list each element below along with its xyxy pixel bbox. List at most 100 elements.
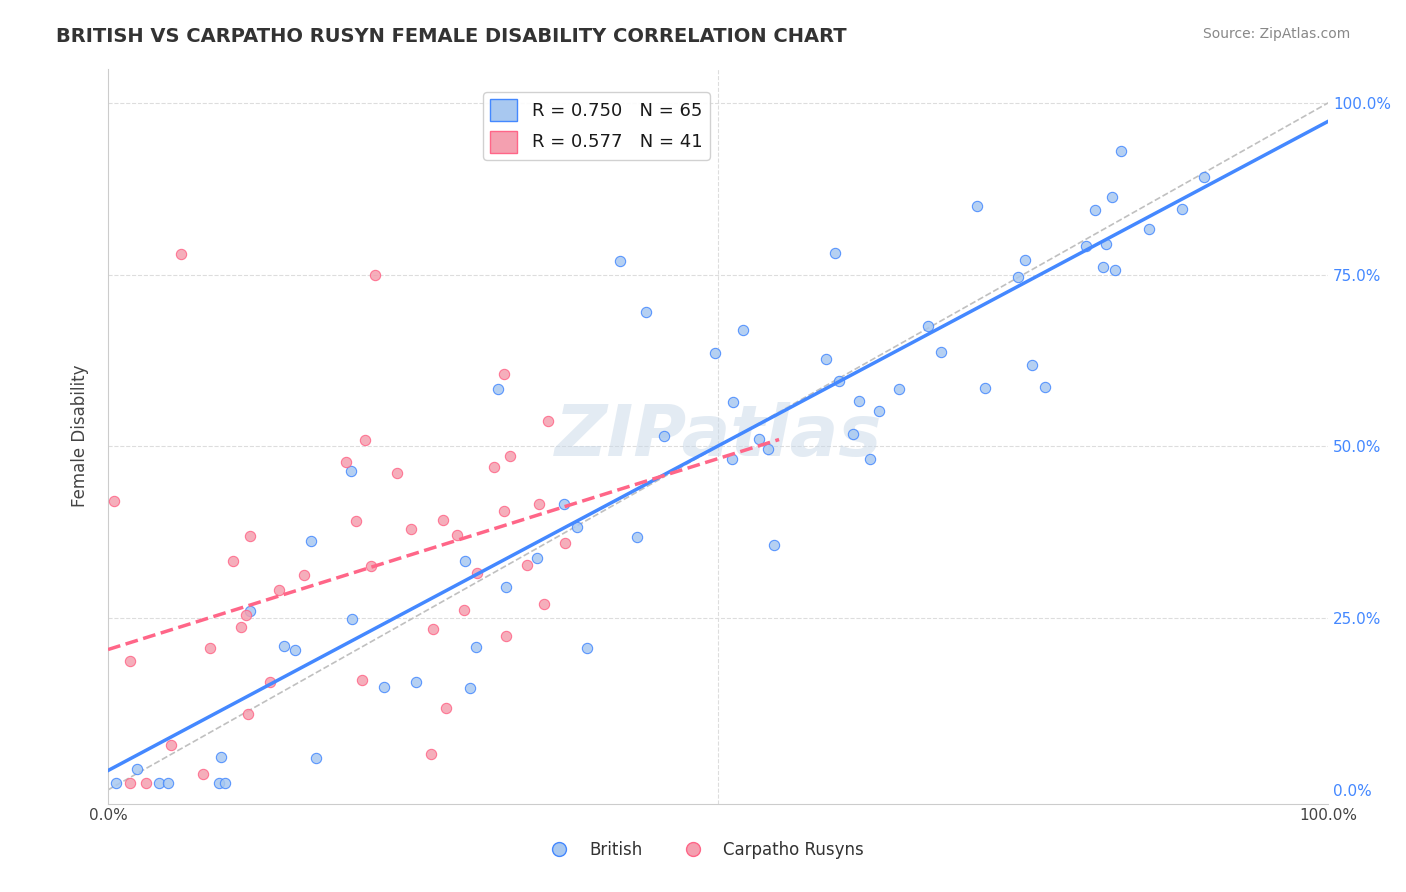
British <box>1194 169 1216 184</box>
British <box>917 318 939 333</box>
British <box>1170 202 1192 217</box>
British <box>1084 203 1107 218</box>
British <box>868 403 890 417</box>
Carpatho Rusyns <box>222 554 245 568</box>
British <box>887 383 910 397</box>
British <box>526 550 548 565</box>
Carpatho Rusyns <box>352 673 374 687</box>
Carpatho Rusyns <box>235 607 257 622</box>
Carpatho Rusyns <box>422 622 444 636</box>
British <box>929 344 952 359</box>
British <box>731 323 754 337</box>
British <box>859 452 882 467</box>
British <box>763 538 786 552</box>
British <box>464 640 486 654</box>
British <box>207 776 229 790</box>
British <box>458 681 481 695</box>
Carpatho Rusyns <box>495 629 517 643</box>
British <box>209 750 232 764</box>
British <box>609 253 631 268</box>
Y-axis label: Female Disability: Female Disability <box>72 365 89 508</box>
Carpatho Rusyns <box>432 513 454 527</box>
British <box>1076 239 1098 253</box>
Carpatho Rusyns <box>492 503 515 517</box>
British <box>284 643 307 657</box>
Carpatho Rusyns <box>170 247 193 261</box>
Carpatho Rusyns <box>482 459 505 474</box>
Carpatho Rusyns <box>465 566 488 580</box>
Carpatho Rusyns <box>446 528 468 542</box>
British <box>828 374 851 388</box>
Carpatho Rusyns <box>533 597 555 611</box>
British <box>340 464 363 478</box>
British <box>148 776 170 790</box>
Carpatho Rusyns <box>436 701 458 715</box>
Carpatho Rusyns <box>238 706 260 721</box>
Carpatho Rusyns <box>239 529 262 543</box>
British <box>239 603 262 617</box>
Carpatho Rusyns <box>259 675 281 690</box>
Carpatho Rusyns <box>103 494 125 508</box>
Carpatho Rusyns <box>269 583 291 598</box>
British <box>652 429 675 443</box>
British <box>721 395 744 409</box>
Carpatho Rusyns <box>554 536 576 550</box>
Carpatho Rusyns <box>527 497 550 511</box>
British <box>848 394 870 409</box>
Carpatho Rusyns <box>160 738 183 752</box>
British <box>454 554 477 568</box>
British <box>495 580 517 594</box>
British <box>342 612 364 626</box>
Carpatho Rusyns <box>118 776 141 790</box>
Carpatho Rusyns <box>387 467 409 481</box>
British <box>299 533 322 548</box>
Carpatho Rusyns <box>120 654 142 668</box>
Carpatho Rusyns <box>453 603 475 617</box>
Text: BRITISH VS CARPATHO RUSYN FEMALE DISABILITY CORRELATION CHART: BRITISH VS CARPATHO RUSYN FEMALE DISABIL… <box>56 27 846 45</box>
British <box>1109 144 1132 158</box>
Carpatho Rusyns <box>135 776 157 790</box>
British <box>1104 263 1126 277</box>
Carpatho Rusyns <box>344 514 367 528</box>
British <box>553 497 575 511</box>
Carpatho Rusyns <box>335 455 357 469</box>
Carpatho Rusyns <box>231 620 253 634</box>
British <box>1014 252 1036 267</box>
Text: ZIPatlas: ZIPatlas <box>554 401 882 471</box>
British <box>756 442 779 456</box>
Legend: British, Carpatho Rusyns: British, Carpatho Rusyns <box>536 835 870 866</box>
British <box>405 675 427 690</box>
British <box>486 382 509 396</box>
British <box>214 776 236 790</box>
British <box>105 776 128 790</box>
British <box>824 246 846 260</box>
British <box>966 198 988 212</box>
British <box>704 346 727 360</box>
Carpatho Rusyns <box>516 558 538 573</box>
British <box>157 776 180 790</box>
British <box>125 763 148 777</box>
British <box>1137 221 1160 235</box>
Carpatho Rusyns <box>419 747 441 761</box>
British <box>305 750 328 764</box>
Carpatho Rusyns <box>399 522 422 536</box>
British <box>842 427 865 442</box>
Carpatho Rusyns <box>191 767 214 781</box>
Carpatho Rusyns <box>494 367 516 381</box>
British <box>748 432 770 446</box>
British <box>1094 237 1116 252</box>
Carpatho Rusyns <box>364 268 387 282</box>
British <box>720 452 742 467</box>
British <box>1101 190 1123 204</box>
Carpatho Rusyns <box>360 558 382 573</box>
British <box>565 520 588 534</box>
British <box>373 680 395 694</box>
British <box>1033 380 1056 394</box>
Text: Source: ZipAtlas.com: Source: ZipAtlas.com <box>1202 27 1350 41</box>
British <box>1007 270 1029 285</box>
British <box>626 530 648 544</box>
British <box>273 639 295 653</box>
British <box>1021 358 1043 372</box>
Carpatho Rusyns <box>354 433 377 447</box>
Legend: R = 0.750   N = 65, R = 0.577   N = 41: R = 0.750 N = 65, R = 0.577 N = 41 <box>484 92 710 160</box>
